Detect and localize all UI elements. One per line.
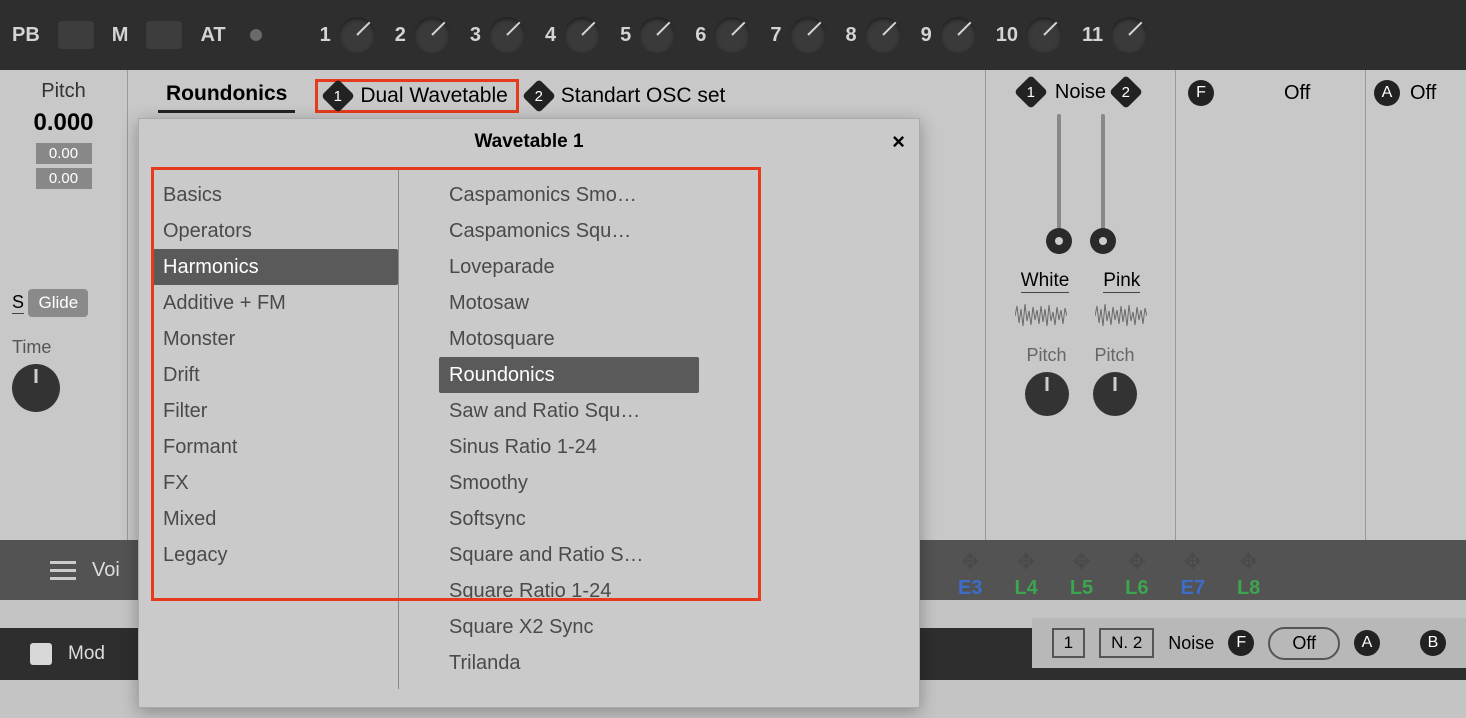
- macro-knob-5-label: 5: [620, 24, 631, 47]
- noise-badge-2[interactable]: 2: [1109, 75, 1143, 109]
- macro-top-bar: PB M AT 1 2 3 4 5 6 7 8 9 10 11: [0, 0, 1466, 70]
- macro-knob-10-label: 10: [996, 24, 1018, 47]
- wavetable-item[interactable]: Trilanda: [439, 645, 699, 681]
- at-indicator[interactable]: [250, 29, 262, 41]
- badge-2-icon: 2: [522, 79, 556, 113]
- badge-1-icon: 1: [321, 79, 355, 113]
- noise-column: 1 Noise 2 White Pink Pitch Pitch: [986, 70, 1176, 540]
- move-icon[interactable]: ✥: [961, 549, 979, 575]
- move-icon[interactable]: ✥: [1184, 549, 1202, 575]
- noise-badge-1[interactable]: 1: [1014, 75, 1048, 109]
- route-f-off[interactable]: Off: [1268, 627, 1340, 660]
- macro-knob-9-label: 9: [921, 24, 932, 47]
- noise-pitch-2-knob[interactable]: [1093, 372, 1137, 416]
- noise-title: Noise: [1055, 81, 1106, 104]
- pitch-sub1[interactable]: 0.00: [36, 143, 92, 164]
- a-badge-icon[interactable]: A: [1374, 80, 1400, 106]
- macro-knob-row: 1 2 3 4 5 6 7 8 9 10 11: [320, 17, 1148, 53]
- popup-title: Wavetable 1: [474, 131, 583, 152]
- osc-tab-dual-wavetable[interactable]: 1 Dual Wavetable: [315, 79, 518, 113]
- move-icon[interactable]: ✥: [1128, 549, 1146, 575]
- at-label: AT: [200, 24, 225, 47]
- filter-f-label[interactable]: Off: [1284, 82, 1310, 105]
- macro-knob-2[interactable]: [414, 17, 450, 53]
- pitch-sub2[interactable]: 0.00: [36, 168, 92, 189]
- move-icon[interactable]: ✥: [1017, 549, 1035, 575]
- osc-preset-name[interactable]: Roundonics: [158, 78, 295, 113]
- macro-knob-7-label: 7: [770, 24, 781, 47]
- macro-knob-11-label: 11: [1082, 24, 1103, 47]
- filter-a-column: A Off: [1366, 70, 1466, 540]
- envelope-lfo-row: ✥E3✥L4✥L5✥L6✥E7✥L8: [940, 548, 1466, 600]
- pitch-title: Pitch: [12, 80, 115, 103]
- noise-pitch-1-label: Pitch: [1026, 345, 1066, 365]
- pitch-column: Pitch 0.000 0.00 0.00 S Glide Time: [0, 70, 128, 540]
- route-f-badge[interactable]: F: [1228, 630, 1254, 656]
- wavetable-browser-popup: Wavetable 1 × BasicsOperatorsHarmonicsAd…: [138, 118, 920, 708]
- route-b-badge[interactable]: B: [1420, 630, 1446, 656]
- noise-pitch-2-label: Pitch: [1094, 345, 1134, 365]
- route-a-badge[interactable]: A: [1354, 630, 1380, 656]
- pink-noise-icon: [1095, 301, 1147, 331]
- macro-knob-2-label: 2: [395, 24, 406, 47]
- macro-knob-10[interactable]: [1026, 17, 1062, 53]
- m-label: M: [112, 24, 129, 47]
- macro-knob-7[interactable]: [790, 17, 826, 53]
- highlight-annotation: [151, 167, 761, 601]
- time-label: Time: [12, 337, 115, 358]
- macro-knob-4[interactable]: [564, 17, 600, 53]
- osc-tab-standard-osc[interactable]: 2 Standart OSC set: [519, 80, 734, 112]
- macro-knob-1[interactable]: [339, 17, 375, 53]
- wavetable-item[interactable]: Square X2 Sync: [439, 609, 699, 645]
- macro-knob-1-label: 1: [320, 24, 331, 47]
- mod-toggle[interactable]: [30, 643, 52, 665]
- macro-knob-6-label: 6: [695, 24, 706, 47]
- noise-level-2-slider[interactable]: [1101, 114, 1105, 254]
- env-slot-e7[interactable]: E7: [1181, 577, 1205, 600]
- close-icon[interactable]: ×: [892, 129, 905, 155]
- route-noise-label: Noise: [1168, 633, 1214, 654]
- time-knob[interactable]: [12, 364, 60, 412]
- route-1[interactable]: 1: [1052, 628, 1085, 658]
- noise-type-2[interactable]: Pink: [1103, 270, 1140, 293]
- noise-type-1[interactable]: White: [1021, 270, 1070, 293]
- filter-a-label[interactable]: Off: [1410, 82, 1436, 105]
- filter-f-column: F Off: [1176, 70, 1366, 540]
- macro-knob-9[interactable]: [940, 17, 976, 53]
- env-slot-l5[interactable]: L5: [1070, 577, 1093, 600]
- macro-knob-6[interactable]: [714, 17, 750, 53]
- noise-pitch-1-knob[interactable]: [1025, 372, 1069, 416]
- f-badge-icon[interactable]: F: [1188, 80, 1214, 106]
- white-noise-icon: [1015, 301, 1067, 331]
- env-slot-l4[interactable]: L4: [1014, 577, 1037, 600]
- glide-button[interactable]: Glide: [28, 289, 88, 317]
- env-slot-e3[interactable]: E3: [958, 577, 982, 600]
- macro-knob-3[interactable]: [489, 17, 525, 53]
- pb-label: PB: [12, 24, 40, 47]
- route-n2[interactable]: N. 2: [1099, 628, 1154, 658]
- macro-knob-8[interactable]: [865, 17, 901, 53]
- macro-knob-5[interactable]: [639, 17, 675, 53]
- env-slot-l8[interactable]: L8: [1237, 577, 1260, 600]
- macro-knob-8-label: 8: [846, 24, 857, 47]
- env-slot-l6[interactable]: L6: [1125, 577, 1148, 600]
- voicing-label[interactable]: Voi: [92, 559, 120, 582]
- macro-knob-4-label: 4: [545, 24, 556, 47]
- move-icon[interactable]: ✥: [1072, 549, 1090, 575]
- mod-label[interactable]: Mod: [68, 643, 105, 665]
- macro-knob-11[interactable]: [1111, 17, 1147, 53]
- s-dropdown[interactable]: S: [12, 292, 24, 314]
- pitch-value[interactable]: 0.000: [12, 109, 115, 137]
- move-icon[interactable]: ✥: [1239, 549, 1257, 575]
- hamburger-icon[interactable]: [50, 561, 76, 580]
- noise-level-1-slider[interactable]: [1057, 114, 1061, 254]
- macro-knob-3-label: 3: [470, 24, 481, 47]
- routing-bar: 1 N. 2 Noise F Off A B: [1032, 618, 1466, 668]
- pb-range-box[interactable]: [58, 21, 94, 49]
- m-range-box[interactable]: [146, 21, 182, 49]
- osc-tabs: J Roundonics 1 Dual Wavetable 2 Standart…: [128, 70, 985, 113]
